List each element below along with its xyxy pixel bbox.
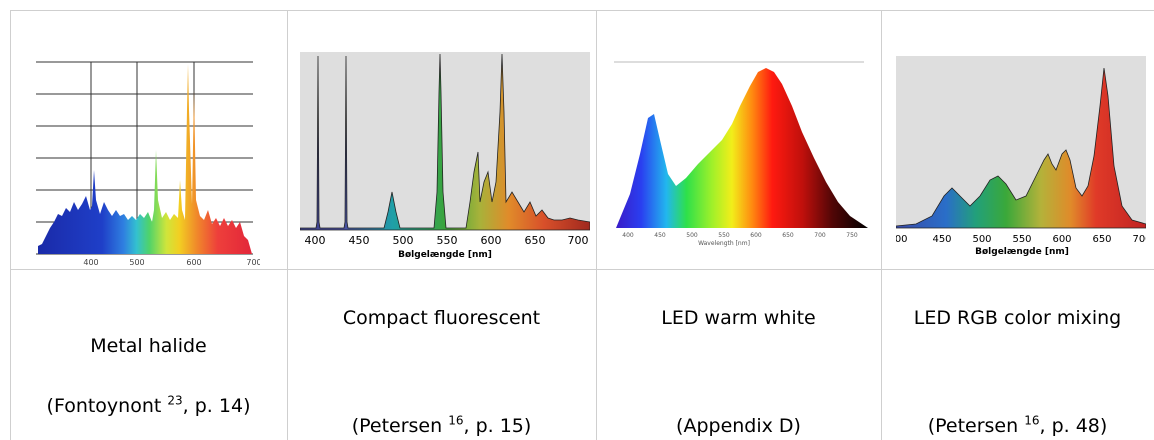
tick-label: 500: [129, 258, 144, 267]
source-page: , p. 48): [1039, 415, 1108, 437]
source-text: (Appendix D): [676, 415, 801, 437]
lamp-name: Metal halide: [90, 335, 207, 357]
lamp-name: Compact fluorescent: [342, 307, 541, 329]
metal-halide-caption: Metal halide: [10, 334, 287, 358]
tick-label: 650: [782, 232, 794, 239]
lamp-name: LED warm white: [661, 307, 816, 329]
tick-label: 450: [932, 234, 951, 245]
reference-number: 23: [167, 393, 183, 408]
tick-label: 750: [846, 232, 858, 239]
tick-label: 600: [750, 232, 762, 239]
led-rgb-caption: LED RGB color mixing: [881, 306, 1154, 330]
tick-label: 550: [718, 232, 730, 239]
tick-label: 500: [686, 232, 698, 239]
x-axis-label: Bølgelængde [nm]: [398, 250, 492, 260]
reference-number: 16: [448, 413, 464, 428]
lamp-name: LED RGB color mixing: [913, 307, 1122, 329]
source-page: , p. 14): [182, 395, 251, 417]
x-axis-label: Bølgelængde [nm]: [975, 247, 1069, 257]
column-divider: [596, 11, 597, 440]
tick-label: 550: [437, 234, 458, 247]
tick-label: 600: [186, 258, 201, 267]
led-warm-white-source: (Appendix D): [596, 414, 881, 438]
tick-label: 400: [305, 234, 326, 247]
compact-fluorescent-caption: Compact fluorescent: [287, 306, 596, 330]
tick-label: 700: [246, 258, 260, 267]
led-warm-white-caption: LED warm white: [596, 306, 881, 330]
source-page: , p. 15): [463, 415, 532, 437]
tick-label: 500: [393, 234, 414, 247]
source-author: Petersen: [359, 415, 443, 437]
x-axis-label: Wavelength [nm]: [698, 240, 750, 247]
reference-number: 16: [1024, 413, 1040, 428]
table-left-border: [10, 11, 11, 440]
led-warm-white-spectrum-image: 400 450 500 550 600 650 700 750 Waveleng…: [606, 54, 874, 254]
tick-label: 600: [1052, 234, 1071, 245]
column-divider: [287, 11, 288, 440]
source-author: Petersen: [935, 415, 1019, 437]
tick-label: 450: [349, 234, 370, 247]
tick-label: 700: [814, 232, 826, 239]
led-rgb-spectrum-image: 400 450 500 550 600 650 700 Bølgelængde …: [896, 56, 1146, 262]
compact-fluorescent-spectrum-image: 400 450 500 550 600 650 700 Bølgelængde …: [300, 52, 590, 264]
tick-label: 550: [1012, 234, 1031, 245]
tick-label: 400: [83, 258, 98, 267]
tick-label: 450: [654, 232, 666, 239]
led-rgb-source: (Petersen 16, p. 48): [927, 413, 1108, 437]
column-divider: [881, 11, 882, 440]
source-author: Fontoynont: [53, 395, 162, 417]
table-row-divider: [10, 269, 1154, 270]
tick-label: 500: [972, 234, 991, 245]
tick-label: 650: [1092, 234, 1111, 245]
tick-label: 700: [1132, 234, 1146, 245]
compact-fluorescent-source: (Petersen 16, p. 15): [351, 413, 532, 437]
tick-label: 400: [896, 234, 908, 245]
tick-label: 700: [568, 234, 589, 247]
tick-label: 400: [622, 232, 634, 239]
tick-label: 600: [481, 234, 502, 247]
table-top-border: [10, 10, 1154, 11]
metal-halide-source: (Fontoynont 23, p. 14): [46, 393, 251, 417]
metal-halide-spectrum-image: 400 500 600 700: [20, 50, 260, 270]
tick-label: 650: [525, 234, 546, 247]
